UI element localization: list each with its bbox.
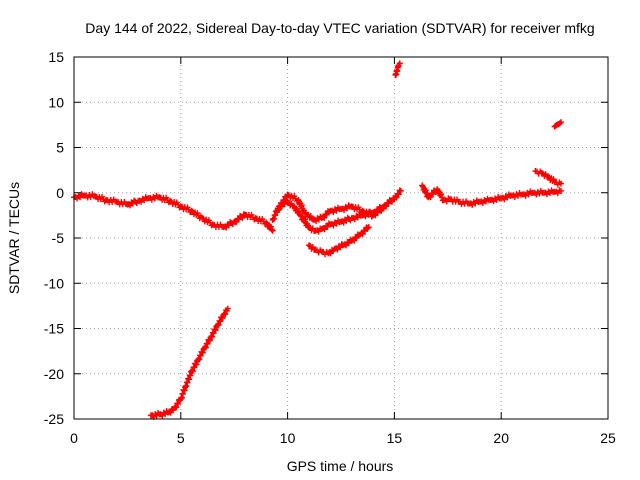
y-tick-label: -5: [52, 230, 65, 246]
x-tick-label: 0: [70, 430, 78, 446]
data-point-markers: [305, 224, 372, 258]
series-spike-15h: [392, 60, 403, 79]
data-point-markers: [532, 168, 565, 188]
series-late-spike: [551, 119, 565, 130]
series-descent-curve: [147, 305, 231, 420]
x-tick-label: 25: [600, 430, 616, 446]
y-axis-label: SDTVAR / TECUs: [6, 182, 22, 294]
data-point-markers: [551, 119, 565, 130]
y-tick-labels: -25 -20 -15 -10 -5 0 5 10 15: [44, 49, 64, 427]
x-tick-label: 5: [177, 430, 185, 446]
x-tick-label: 10: [280, 430, 296, 446]
data-point-markers: [392, 60, 403, 79]
y-tick-label: -15: [44, 321, 64, 337]
y-tick-label: 5: [56, 140, 64, 156]
series-low-dip: [305, 224, 372, 258]
y-tick-label: 15: [48, 49, 64, 65]
axis-ticks: [73, 56, 609, 420]
data-point-markers: [147, 305, 231, 420]
data-point-markers: [419, 182, 565, 208]
series-late-upper: [532, 168, 565, 188]
y-tick-label: -10: [44, 275, 64, 291]
data-points: [71, 60, 565, 420]
y-tick-label: -20: [44, 366, 64, 382]
x-tick-label: 15: [387, 430, 403, 446]
y-tick-label: 10: [48, 94, 64, 110]
data-point-markers: [273, 191, 387, 225]
y-tick-label: -25: [44, 411, 64, 427]
x-axis-label: GPS time / hours: [287, 458, 394, 474]
series-late-track: [419, 182, 565, 208]
y-tick-label: 0: [56, 185, 64, 201]
chart-title: Day 144 of 2022, Sidereal Day-to-day VTE…: [85, 20, 594, 36]
series-mid-track-b: [273, 191, 387, 225]
x-tick-labels: 0 5 10 15 20 25: [70, 430, 616, 446]
x-tick-label: 20: [493, 430, 509, 446]
grid-lines: [74, 57, 608, 419]
